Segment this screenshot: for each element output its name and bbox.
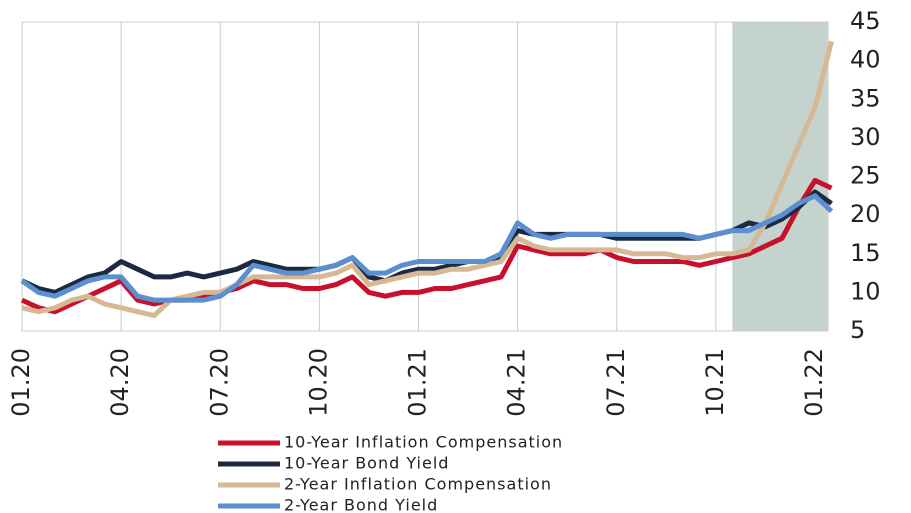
- y-tick-label: 5: [850, 316, 865, 344]
- plot-frame: [21, 21, 829, 332]
- x-tick-label: 04.20: [106, 348, 134, 417]
- y-tick-label: 35: [850, 84, 881, 112]
- y-tick-label: 45: [850, 7, 881, 35]
- line-series: [21, 40, 834, 319]
- y-tick-label: 20: [850, 200, 881, 228]
- x-tick-label: 04.21: [503, 348, 531, 417]
- legend-label: 2-Year Bond Yield: [284, 496, 438, 513]
- legend-label: 2-Year Inflation Compensation: [284, 475, 552, 494]
- x-tick-label: 10.20: [304, 348, 332, 417]
- x-tick-label: 01.21: [404, 348, 432, 417]
- y-tick-label: 10: [850, 277, 881, 305]
- legend-label: 10-Year Bond Yield: [284, 454, 449, 473]
- line-series: [20, 193, 834, 303]
- x-tick-label: 01.20: [7, 348, 35, 417]
- shaded-region: [732, 22, 828, 331]
- y-tick-label: 15: [850, 239, 881, 267]
- y-tick-label: 25: [850, 162, 881, 190]
- x-tick-label: 07.20: [205, 348, 233, 417]
- y-tick-label: 30: [850, 123, 881, 151]
- legend-label: 10-Year Inflation Compensation: [284, 433, 563, 452]
- x-tick-label: 01.22: [800, 348, 828, 417]
- x-tick-label: 10.21: [701, 348, 729, 417]
- line-series: [20, 189, 833, 295]
- x-tick-label: 07.21: [602, 348, 630, 417]
- y-tick-label: 40: [850, 46, 881, 74]
- line-series: [20, 177, 833, 315]
